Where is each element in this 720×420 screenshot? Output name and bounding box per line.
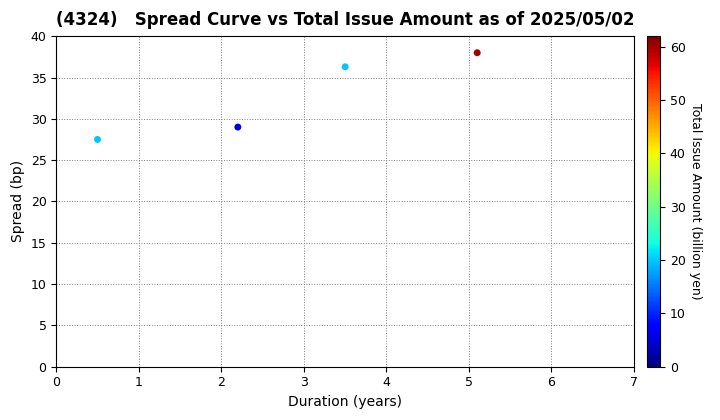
Point: [339, 63, 351, 70]
Y-axis label: Spread (bp): Spread (bp): [11, 160, 25, 242]
Point: [91, 136, 103, 143]
X-axis label: Duration (years): Duration (years): [288, 395, 402, 409]
Title: (4324)   Spread Curve vs Total Issue Amount as of 2025/05/02: (4324) Spread Curve vs Total Issue Amoun…: [56, 11, 634, 29]
Y-axis label: Total Issue Amount (billion yen): Total Issue Amount (billion yen): [690, 103, 703, 300]
Point: [232, 124, 243, 131]
Point: [472, 50, 483, 56]
